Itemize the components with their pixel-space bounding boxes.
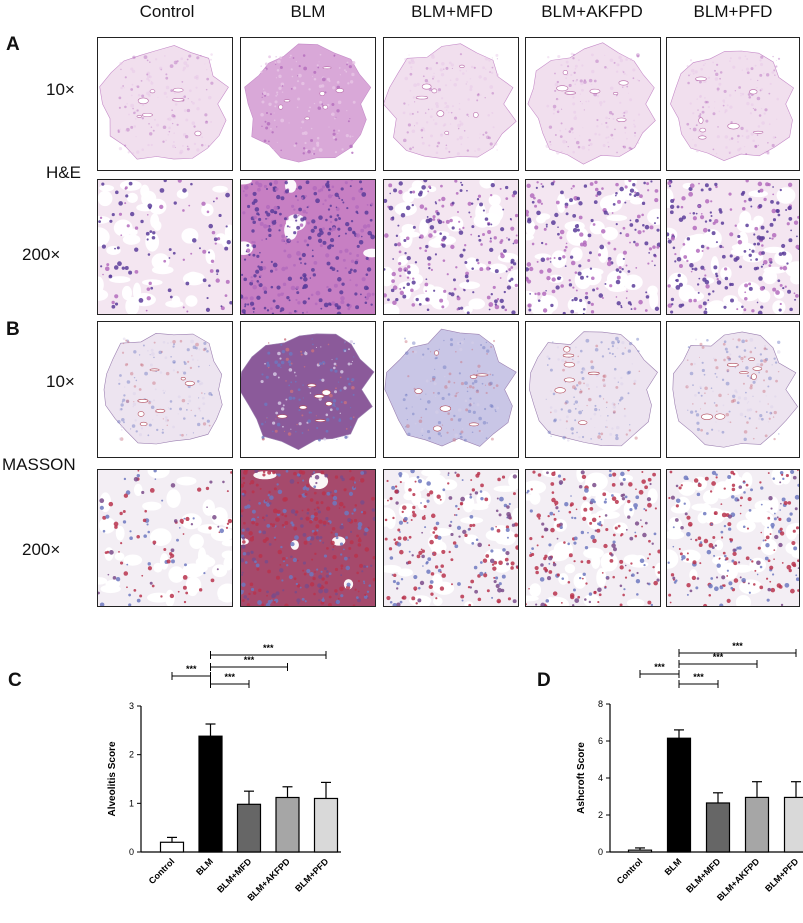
significance-label: *** [263, 643, 274, 653]
row-label-he-10x: 10× [46, 80, 75, 100]
micrograph-he-high-control [97, 179, 233, 315]
y-tick-label: 6 [598, 736, 603, 746]
micrograph-ms-high-control [97, 469, 233, 607]
micrograph-he-low-control [97, 37, 233, 171]
y-tick-label: 0 [129, 847, 134, 857]
row-label-masson: MASSON [2, 455, 76, 475]
category-label: Control [147, 856, 177, 886]
row-label-he: H&E [46, 163, 81, 183]
micrograph-he-high-blm [240, 179, 376, 315]
column-title-blm-mfd: BLM+MFD [382, 2, 522, 22]
y-tick-label: 0 [598, 847, 603, 857]
category-label: BLM [663, 856, 684, 877]
micrograph-he-low-blm [240, 37, 376, 171]
micrograph-he-high-blm-pfd [666, 179, 800, 315]
micrograph-he-low-blm-mfd [383, 37, 519, 171]
micrograph-he-high-blm-akfpd [525, 179, 661, 315]
y-tick-label: 4 [598, 773, 603, 783]
y-tick-label: 1 [129, 798, 134, 808]
panel-letter-b: B [6, 319, 20, 341]
row-label-masson-10x: 10× [46, 372, 75, 392]
bar [276, 797, 299, 852]
micrograph-ms-low-blm [240, 321, 376, 458]
row-label-masson-200x: 200× [22, 540, 60, 560]
panel-letter-a: A [6, 34, 20, 56]
significance-label: *** [186, 664, 197, 674]
significance-label: *** [244, 655, 255, 665]
bar [629, 850, 652, 852]
row-label-he-200x: 200× [22, 245, 60, 265]
significance-label: *** [693, 672, 704, 682]
category-label: BLM+MFD [684, 856, 723, 895]
bar [746, 797, 769, 852]
bar [707, 803, 730, 852]
category-label: BLM+MFD [215, 856, 254, 895]
micrograph-ms-low-blm-akfpd [525, 321, 661, 458]
column-title-blm-pfd: BLM+PFD [663, 2, 803, 22]
micrograph-ms-low-blm-pfd [666, 321, 800, 458]
y-tick-label: 2 [598, 810, 603, 820]
y-tick-label: 3 [129, 701, 134, 711]
micrograph-ms-low-control [97, 321, 233, 458]
micrograph-ms-high-blm-pfd [666, 469, 800, 607]
bar [315, 798, 338, 852]
micrograph-he-low-blm-pfd [666, 37, 800, 171]
micrograph-ms-low-blm-mfd [383, 321, 519, 458]
bar [785, 797, 803, 852]
y-tick-label: 2 [129, 750, 134, 760]
column-title-blm-akfpd: BLM+AKFPD [522, 2, 662, 22]
category-label: Control [615, 856, 645, 886]
micrograph-ms-high-blm-mfd [383, 469, 519, 607]
category-label: BLM [194, 856, 215, 877]
micrograph-ms-high-blm [240, 469, 376, 607]
bar [199, 736, 222, 852]
micrograph-he-low-blm-akfpd [525, 37, 661, 171]
significance-label: *** [224, 672, 235, 682]
micrograph-ms-high-blm-akfpd [525, 469, 661, 607]
y-tick-label: 8 [598, 699, 603, 709]
column-title-blm: BLM [238, 2, 378, 22]
bar [238, 804, 261, 852]
category-label: BLM+PFD [293, 856, 331, 894]
significance-label: *** [654, 662, 665, 672]
y-axis-label: Alveolitis Score [107, 741, 118, 816]
bar [668, 738, 691, 852]
category-label: BLM+PFD [763, 856, 801, 894]
y-axis-label: Ashcroft Score [576, 742, 587, 814]
significance-label: *** [732, 641, 743, 651]
bar [161, 842, 184, 852]
micrograph-he-high-blm-mfd [383, 179, 519, 315]
column-title-control: Control [97, 2, 237, 22]
